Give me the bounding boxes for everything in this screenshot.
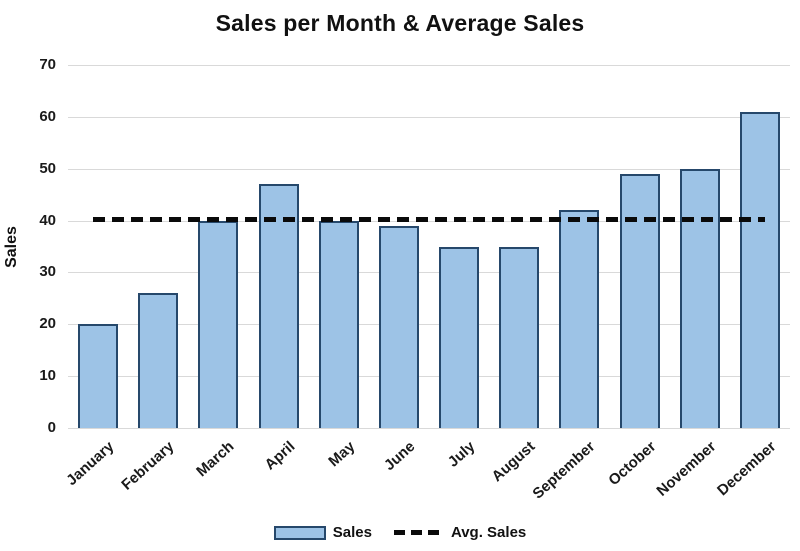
sales-bar-swatch-icon [273, 525, 326, 540]
gridline-70 [68, 65, 790, 66]
avg-sales-dash-swatch-icon [393, 530, 444, 535]
y-tick-label-60: 60 [39, 107, 56, 125]
legend-item-avg-sales: Avg. Sales [393, 524, 527, 541]
y-tick-label-10: 10 [39, 367, 56, 385]
chart-title: Sales per Month & Average Sales [215, 10, 585, 36]
bar-august [499, 246, 540, 428]
y-tick-label-20: 20 [39, 315, 56, 333]
gridline-60 [68, 116, 790, 118]
gridline-20 [68, 324, 790, 326]
bar-october [619, 173, 660, 428]
bar-february [138, 293, 179, 428]
gridline-0 [68, 428, 790, 429]
legend-item-sales: Sales [273, 524, 372, 541]
y-tick-label-50: 50 [39, 159, 56, 177]
gridline-10 [68, 376, 790, 378]
y-tick-label-30: 30 [39, 263, 56, 281]
gridline-50 [68, 168, 790, 170]
legend-sales-label: Sales [332, 524, 372, 541]
gridline-30 [68, 272, 790, 274]
bar-september [559, 210, 600, 428]
bar-april [258, 184, 299, 428]
avg-sales-line [93, 217, 765, 223]
plot-area [68, 65, 790, 429]
bar-june [378, 225, 419, 428]
bar-july [439, 246, 480, 428]
y-tick-label-70: 70 [39, 56, 56, 73]
bar-may [318, 220, 359, 428]
legend-avg-label: Avg. Sales [450, 524, 527, 541]
y-tick-label-40: 40 [39, 211, 56, 229]
y-tick-label-0: 0 [47, 419, 56, 436]
legend: Sales Avg. Sales [0, 524, 800, 541]
bar-december [739, 111, 780, 428]
bar-march [198, 220, 239, 428]
bar-january [78, 324, 119, 428]
bar-november [679, 168, 720, 428]
